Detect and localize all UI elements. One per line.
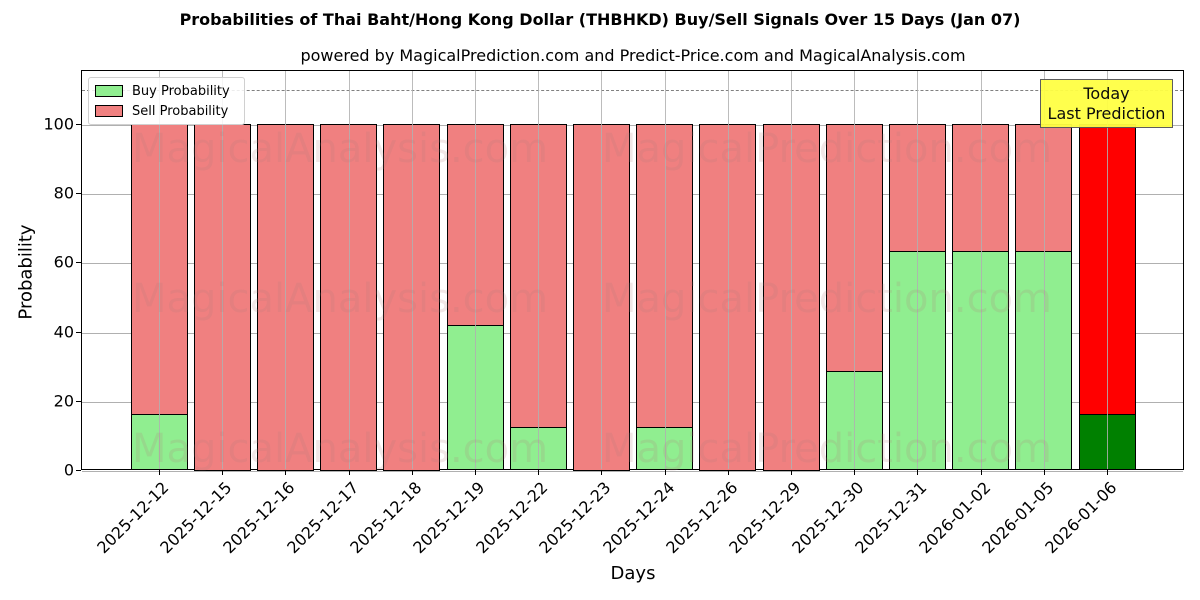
x-tick xyxy=(159,470,160,475)
gridline-vertical xyxy=(348,71,350,469)
gridline-vertical xyxy=(727,71,729,469)
y-tick xyxy=(76,193,81,195)
gridline-vertical xyxy=(791,71,792,469)
legend: Buy Probability Sell Probability xyxy=(88,77,245,125)
gridline-horizontal xyxy=(82,401,1183,403)
x-tick xyxy=(791,470,792,475)
gridline-horizontal xyxy=(82,332,1183,334)
gridline-vertical xyxy=(664,71,666,469)
gridline-vertical xyxy=(917,71,919,469)
y-tick-label: 0 xyxy=(63,460,74,480)
y-tick xyxy=(76,400,81,402)
gridline-vertical xyxy=(1043,71,1045,469)
chart-title: Probabilities of Thai Baht/Hong Kong Dol… xyxy=(179,10,1021,29)
annotation-line-1: Today xyxy=(1083,84,1130,103)
y-tick xyxy=(76,124,81,125)
gridline-vertical xyxy=(1107,71,1108,469)
gridline-vertical xyxy=(222,71,224,469)
x-tick xyxy=(980,470,982,475)
today-annotation: Today Last Prediction xyxy=(1040,79,1173,128)
legend-buy-label: Buy Probability xyxy=(132,83,230,99)
y-tick-label: 40 xyxy=(53,322,74,342)
y-tick-label: 80 xyxy=(53,183,74,203)
gridline-vertical xyxy=(538,71,540,469)
x-tick xyxy=(538,470,540,475)
x-tick xyxy=(1043,470,1045,475)
sell-swatch-icon xyxy=(95,105,123,117)
buy-swatch-icon xyxy=(95,85,123,97)
legend-sell-label: Sell Probability xyxy=(132,103,229,119)
x-tick xyxy=(854,470,856,475)
gridline-vertical xyxy=(475,71,476,469)
x-tick xyxy=(348,470,350,475)
y-tick-label: 60 xyxy=(53,252,74,272)
legend-item-sell: Sell Probability xyxy=(95,103,228,119)
y-axis-label: Probability xyxy=(15,224,37,320)
gridline-vertical xyxy=(854,71,856,469)
y-tick-label: 20 xyxy=(53,391,74,411)
x-tick xyxy=(664,470,666,475)
x-tick xyxy=(285,470,287,475)
gridline-horizontal xyxy=(82,194,1183,196)
plot-area: MagicalAnalysis.comMagicalPrediction.com… xyxy=(81,70,1184,472)
annotation-line-2: Last Prediction xyxy=(1047,104,1166,123)
chart-subtitle: powered by MagicalPrediction.com and Pre… xyxy=(300,46,966,65)
gridline-vertical xyxy=(411,71,413,469)
gridline-vertical xyxy=(980,71,982,469)
y-tick-label: 100 xyxy=(43,114,74,134)
gridline-horizontal xyxy=(82,125,1183,126)
legend-item-buy: Buy Probability xyxy=(95,83,230,99)
x-axis-label: Days xyxy=(610,563,656,584)
gridline-horizontal xyxy=(82,263,1183,265)
y-tick xyxy=(76,470,81,471)
x-tick xyxy=(1107,470,1108,475)
gridline-horizontal xyxy=(82,471,1183,472)
gridline-vertical xyxy=(159,71,160,469)
y-tick xyxy=(76,331,81,333)
x-tick xyxy=(601,470,603,475)
reference-line-110 xyxy=(82,90,1183,91)
x-tick xyxy=(475,470,476,475)
x-tick xyxy=(411,470,413,475)
x-tick xyxy=(222,470,224,475)
y-tick xyxy=(76,262,81,264)
x-tick xyxy=(727,470,729,475)
gridline-vertical xyxy=(601,71,603,469)
gridline-vertical xyxy=(285,71,287,469)
x-tick xyxy=(917,470,919,475)
